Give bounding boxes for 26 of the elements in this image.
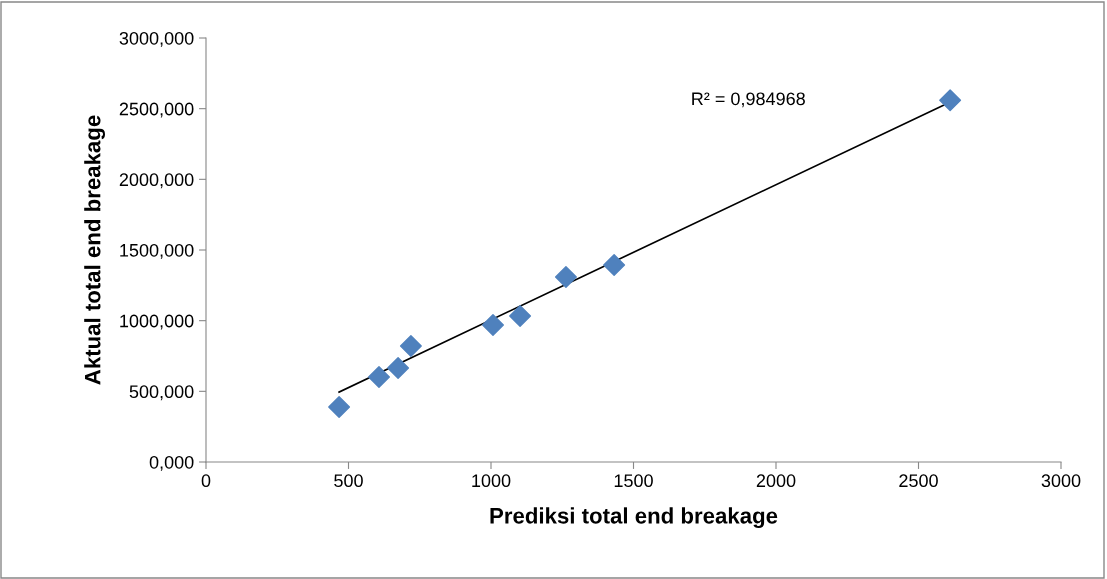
y-tick-label: 2500,000: [119, 102, 194, 118]
x-tick-label: 2000: [756, 474, 796, 488]
point: [603, 253, 626, 276]
point: [481, 314, 504, 337]
point: [399, 334, 422, 357]
point: [554, 265, 577, 288]
x-tick-label: 2500: [899, 474, 938, 488]
x-tick-label: 500: [334, 474, 363, 488]
x-tick-label: 1000: [472, 474, 511, 488]
x-tick-label: 1500: [614, 474, 653, 488]
y-tick-label: 500,000: [129, 385, 194, 401]
y-axis-title: Aktual total end breakage: [84, 115, 106, 385]
y-tick-label: 2000,000: [119, 173, 194, 189]
point: [367, 366, 390, 389]
annotation: R² = 0,984968: [692, 92, 805, 108]
point: [328, 396, 351, 419]
y-tick-label: 1500,000: [120, 243, 194, 259]
y-tick-label: 1000,000: [120, 314, 194, 330]
point: [939, 89, 962, 112]
y-tick-label: 0,000: [149, 455, 194, 471]
point: [509, 305, 532, 327]
y-tick-label: 3000,000: [119, 31, 194, 47]
x-tick-label: 0: [201, 474, 211, 488]
x-axis-title: Prediksi total end breakage: [490, 507, 778, 529]
point: [387, 357, 410, 380]
x-tick-label: 3000: [1041, 474, 1081, 488]
